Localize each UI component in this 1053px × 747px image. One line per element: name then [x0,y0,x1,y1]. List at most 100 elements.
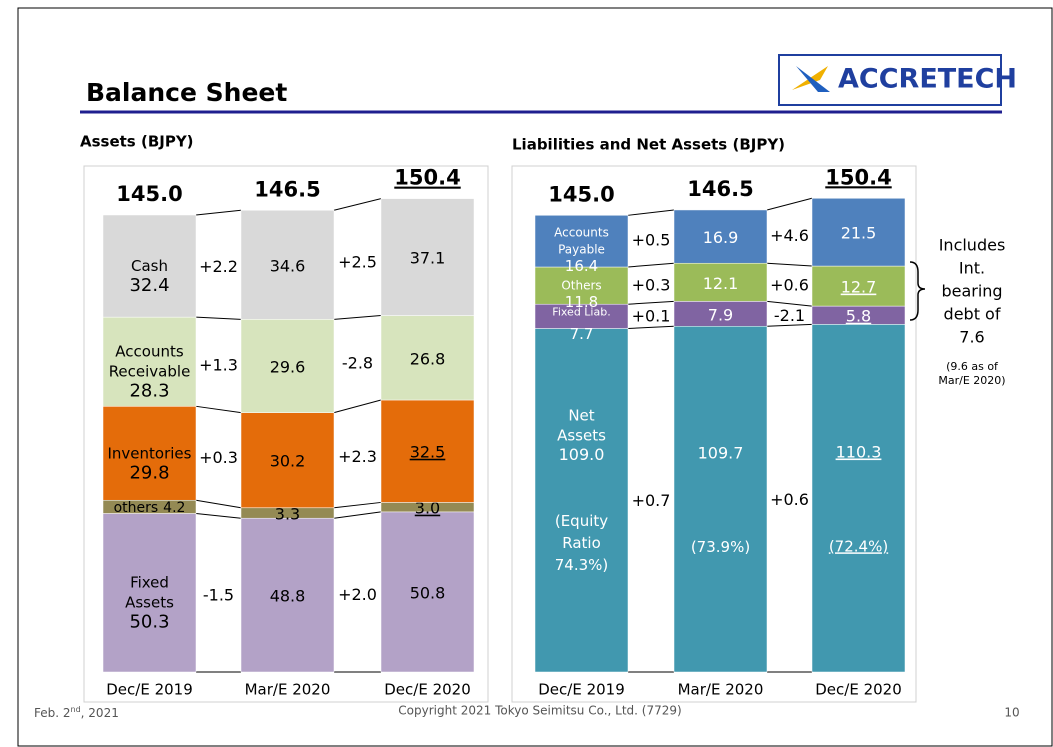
bar-segment [102,316,197,407]
connector [195,316,242,320]
total-label: 150.4 [825,165,891,189]
segment-value: 32.5 [410,443,446,462]
note-line: Includes [939,236,1006,255]
connector [333,501,382,509]
logo-text: ACCRETECH [838,64,1017,95]
segment-value: 26.8 [410,349,446,368]
footer-copyright: Copyright 2021 Tokyo Seimitsu Co., Ltd. … [398,704,681,718]
change-label: +0.7 [632,491,671,510]
change-label: +2.3 [338,447,377,466]
footer-date-day: Feb. 2 [34,706,71,720]
change-label: +4.6 [770,226,809,245]
x-tick-label: Dec/E 2020 [384,681,471,699]
segment-value: 48.8 [270,587,306,606]
segment-name: Others [561,278,601,292]
segment-value: 30.2 [270,452,306,471]
bar-segment [240,319,335,413]
segment-name: Fixed Assets [125,573,174,611]
x-tick-label: Dec/E 2020 [815,681,902,699]
segment-name: Accounts Payable [554,225,609,256]
bar-segment [380,511,475,673]
connector [195,405,242,414]
segment-value: 50.3 [129,612,169,633]
connector [766,323,813,327]
footer-date: Feb. 2nd, 2021 [34,705,119,720]
bar-segment [102,406,197,501]
x-tick-label: Dec/E 2019 [106,681,193,699]
segment-value: 34.6 [270,256,306,275]
segment-label: others 4.2 [114,500,186,516]
connector [195,512,242,519]
segment-value: 11.8 [565,293,598,311]
change-label: -2.1 [774,306,805,325]
segment-name: Inventories [108,444,192,462]
total-label: 146.5 [254,177,320,201]
segment-value: 32.4 [129,275,169,296]
brace [909,261,926,321]
change-label: +0.1 [632,307,671,326]
segment-value: 3.3 [275,504,300,523]
chart-title: Assets (BJPY) [80,133,194,151]
panel-frame [511,165,917,703]
change-label: +1.3 [199,355,238,374]
change-label: +0.3 [632,275,671,294]
connector [195,499,242,509]
change-label: +2.0 [338,585,377,604]
bar-segment [102,513,197,673]
connector [333,399,382,414]
bar-segment [240,517,335,673]
bar-segment [102,214,197,318]
segment-value: 4.2 [163,500,185,516]
change-label: +2.2 [199,257,238,276]
segment-value: 12.7 [841,278,877,297]
ratio-label: (Equity Ratio 74.3%) [555,511,609,573]
total-label: 146.5 [687,177,753,201]
segment-name: Net Assets [557,406,606,444]
ratio-label: (73.9%) [691,538,750,556]
total-label: 150.4 [394,166,460,190]
segment-value: 28.3 [129,381,169,402]
segment-name: Cash [131,257,168,275]
footer-date-year: , 2021 [81,706,119,720]
page-number: 10 [1004,706,1019,720]
bar-segment [673,326,768,673]
x-tick-label: Dec/E 2019 [538,681,625,699]
note-line: 7.6 [959,328,984,347]
segment-value: 109.7 [698,444,744,463]
ratio-label: (72.4%) [829,537,888,555]
connector [333,315,382,320]
note-sub-line: (9.6 as of [946,360,999,373]
bar-segment [811,265,906,307]
segment-value: 7.9 [708,305,733,324]
note-sub-line: Mar/E 2020) [938,374,1005,387]
note-line: debt of [944,305,1001,324]
segment-name: Accounts Receivable [109,342,191,380]
connector [627,262,675,268]
total-label: 145.0 [116,182,182,206]
connector [766,197,813,211]
connector [195,209,242,216]
note-line: bearing [941,282,1002,301]
segment-value: 110.3 [836,442,882,461]
connector [766,262,813,267]
total-label: 145.0 [548,182,614,206]
change-label: +2.5 [338,252,377,271]
segment-value: 21.5 [841,224,877,243]
bar-segment [534,215,629,268]
connector [333,511,382,519]
segment-value: 109.0 [559,445,605,464]
segment-value: 29.8 [129,462,169,483]
segment-value: 12.1 [703,274,739,293]
connector [627,209,675,216]
bar-segment [240,412,335,509]
footer-date-suffix: nd [71,705,81,714]
segment-name: others [114,500,159,516]
change-label: -1.5 [203,585,234,604]
logo-mark [796,66,830,92]
x-tick-label: Mar/E 2020 [678,681,764,699]
bar-segment [534,303,629,329]
bar-segment [534,328,629,673]
bar-segment [240,210,335,320]
connector [333,198,382,211]
